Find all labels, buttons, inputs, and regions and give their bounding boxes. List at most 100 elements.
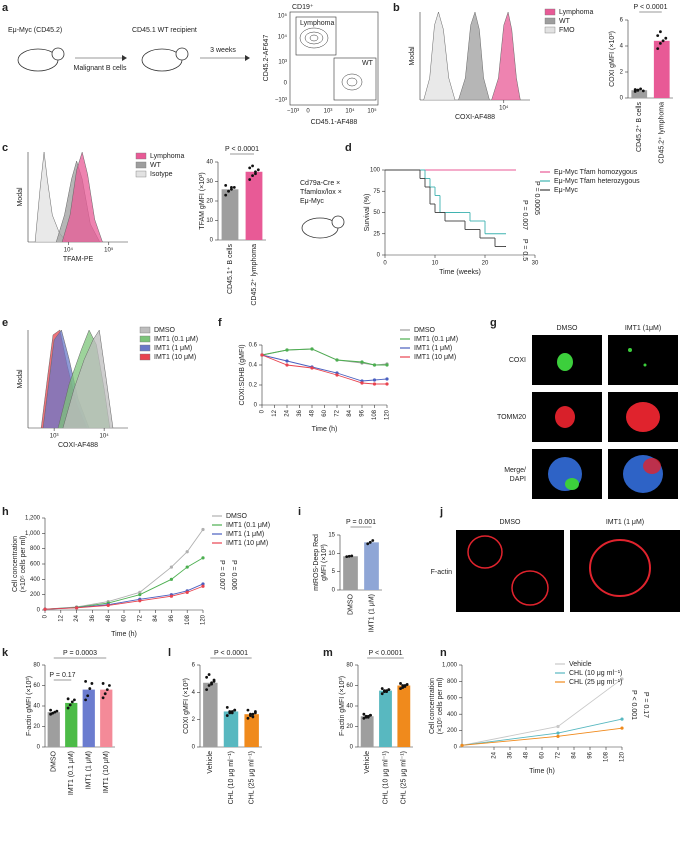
stain [626,402,660,432]
marker [620,677,624,681]
data-point [639,87,642,91]
donor-label: Eμ-Myc (CD45.2) [8,27,62,34]
y-axis-label: Cell concentration [12,536,19,592]
data-point [399,682,402,685]
p-value: P = 0.007 [521,200,528,230]
legend-label: Eμ-Myc [554,187,578,194]
data-point [212,680,216,683]
panel-label: h [2,506,9,518]
data-point [207,673,211,676]
row-label: Merge/ [504,467,526,474]
data-point [230,185,233,189]
marker [106,603,110,608]
series-line [44,585,204,610]
data-point [633,90,637,93]
data-point [385,690,388,694]
y-tick-label: 0 [210,238,214,244]
data-point [387,688,391,691]
data-point [366,542,370,546]
plot-frame [289,11,379,106]
y-tick-label: 2 [620,70,624,76]
legend-label: IMT1 (0.1 μM) [414,336,458,343]
p-value: P < 0.001 [630,690,637,720]
data-point [405,683,409,686]
contour [299,27,329,49]
marker [185,590,189,594]
data-point [86,694,90,698]
gate [295,16,337,56]
legend-label: WT [559,18,571,25]
data-point [345,555,349,559]
legend-label: DMSO [414,327,436,334]
x-tick-label: 36 [297,409,303,416]
bar [82,689,95,747]
y-tick-label: 40 [33,704,40,710]
data-point [224,193,228,197]
series-line [461,718,623,746]
bar [244,714,259,747]
y-tick-label: 40 [206,160,213,166]
x-tick-label: 60 [540,751,546,758]
data-point [399,687,402,690]
y-tick-label: 0 [284,81,288,87]
y-tick-label: 100 [370,168,381,174]
marker [620,717,624,721]
data-point [73,698,76,702]
column-label: IMT1 (1 μM) [606,519,644,526]
y-axis-label: F-actin gMFI (×10³) [339,676,346,736]
y-tick-label: 1,000 [442,663,458,669]
legend-swatch [139,344,151,352]
x-tick-label: 24 [74,614,80,621]
data-point [251,715,255,719]
legend-label: Eμ-Myc Tfam heterozygous [554,178,640,185]
bar [47,712,60,747]
bar [631,90,648,98]
data-point [249,712,252,716]
marker [556,731,560,735]
x-tick-label: 10⁵ [104,247,114,254]
legend-label: IMT1 (1 μM) [226,531,264,538]
data-point [636,88,640,92]
y-tick-label: 4 [620,44,624,50]
x-tick-label: 10⁴ [100,433,110,440]
x-tick-label: 72 [556,751,562,758]
x-tick-label: 36 [508,751,514,758]
x-tick-label: 10³ [50,434,59,440]
legend-swatch [139,326,151,334]
marker [385,363,389,367]
x-tick-label: 108 [372,409,378,420]
data-point [251,174,254,178]
data-point [205,688,209,691]
data-point [84,698,87,702]
legend-label: DMSO [226,513,248,520]
image [456,530,564,612]
panel-label: l [168,647,171,659]
x-tick-label: IMT1 (10 μM) [103,751,110,793]
stain [555,406,575,428]
x-tick-label: 20 [482,261,489,267]
data-point [664,36,668,40]
recipient-label: CD45.1 WT recipient [132,27,197,34]
x-tick-label: CHL (10 μg ml⁻¹) [228,751,235,804]
legend-swatch [544,17,556,25]
x-tick-label: Vehicle [364,751,371,774]
y-tick-label: 0 [254,403,258,409]
histogram-curve [62,329,114,429]
x-tick-label: IMT1 (1 μM) [368,594,375,632]
stain [589,539,651,597]
y-axis-label: COXI gMFI (×10³) [183,678,190,734]
p-value: P < 0.0001 [369,650,403,657]
flow-plot: CD19⁺ Lymphoma WT 10⁵ 10⁴ 10³ 0 −10³ −10… [263,4,379,126]
bar [100,689,113,747]
data-point [362,712,366,716]
bar [360,716,374,747]
legend-label: IMT1 (0.1 μM) [154,336,198,343]
legend-label: IMT1 (10 μM) [226,540,268,547]
y-axis-label: TFAM gMFI (×10³) [199,172,206,229]
marker [285,359,289,363]
legend-label: CHL (25 μg ml⁻¹) [569,679,622,686]
microscopy-j: DMSO IMT1 (1 μM) F-actin [431,519,680,612]
x-tick-label: 10⁵ [367,108,377,115]
y-tick-label: 60 [346,683,353,689]
row-label: COXI [509,357,526,364]
